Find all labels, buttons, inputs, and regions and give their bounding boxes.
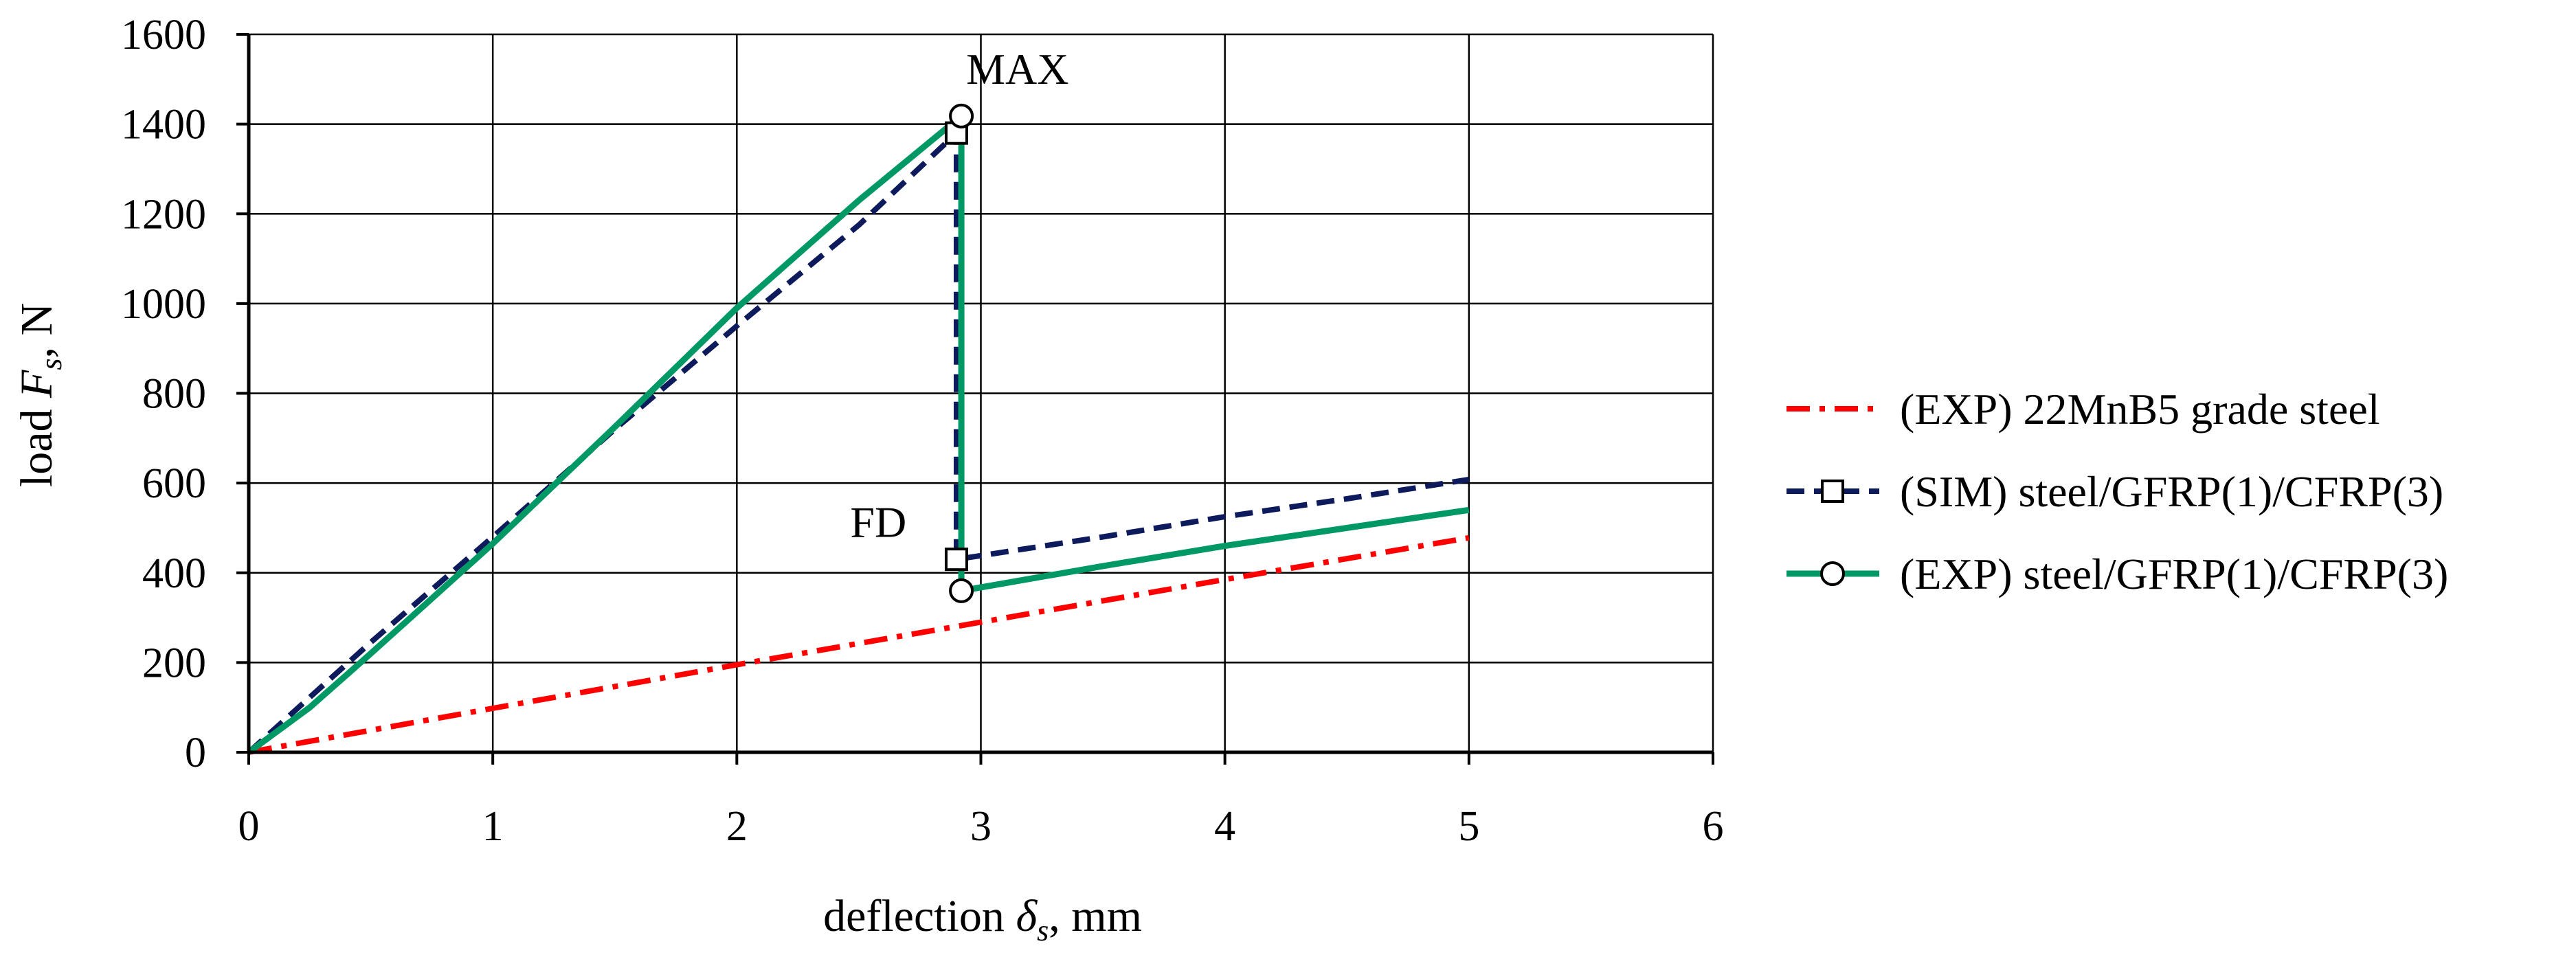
x-tick-label-3: 3 xyxy=(970,803,992,850)
x-tick-label-2: 2 xyxy=(726,803,748,850)
y-tick-label-400: 400 xyxy=(142,550,206,597)
y-axis-title-prefix: load xyxy=(12,398,62,487)
x-axis-title: deflection δs, mm xyxy=(823,891,1142,947)
annotation-fd: FD xyxy=(850,498,906,547)
series-line-1 xyxy=(248,534,1470,755)
y-tick-label-800: 800 xyxy=(142,371,206,418)
y-axis-title-suffix: , N xyxy=(12,303,62,359)
x-tick-label-1: 1 xyxy=(482,803,504,850)
series-3-marker-2 xyxy=(949,578,974,603)
y-axis-title: load Fs, N xyxy=(12,303,68,487)
legend-label-2: (SIM) steel/GFRP(1)/CFRP(3) xyxy=(1900,467,2443,516)
tick-labels: 0 200 400 600 800 1000 1200 1400 1600 0 1 2 3 4 5 6 xyxy=(121,12,1724,850)
y-axis-title-symbol: F xyxy=(12,370,62,398)
annotations: MAX FD xyxy=(850,45,1068,547)
y-tick-label-1600: 1600 xyxy=(121,12,206,58)
x-axis-title-subscript: s xyxy=(1037,914,1049,947)
grid xyxy=(249,33,1714,752)
legend-label-3: (EXP) steel/GFRP(1)/CFRP(3) xyxy=(1900,550,2448,598)
x-axis-title-symbol: δ xyxy=(1016,891,1038,941)
x-tick-label-6: 6 xyxy=(1703,803,1724,850)
legend-marker-2 xyxy=(1821,480,1844,503)
series-3-marker-1 xyxy=(949,103,974,128)
legend-marker-3 xyxy=(1820,561,1845,586)
y-tick-label-1000: 1000 xyxy=(121,281,206,328)
x-tick-label-0: 0 xyxy=(238,803,260,850)
legend-label-1: (EXP) 22MnB5 grade steel xyxy=(1900,385,2380,434)
annotation-max: MAX xyxy=(966,45,1068,93)
x-tick-label-5: 5 xyxy=(1458,803,1479,850)
series-line-2 xyxy=(247,130,1470,754)
legend: (EXP) 22MnB5 grade steel (SIM) steel/GFRP… xyxy=(1787,385,2448,598)
y-tick-label-600: 600 xyxy=(142,460,206,507)
axes xyxy=(236,33,1714,765)
y-tick-label-1400: 1400 xyxy=(121,102,206,148)
x-tick-label-4: 4 xyxy=(1214,803,1235,850)
x-axis-title-suffix: , mm xyxy=(1049,891,1142,941)
series-2-marker-2 xyxy=(944,548,968,572)
series-layer xyxy=(247,103,1470,755)
y-axis-title-subscript: s xyxy=(34,359,68,370)
series-line-3 xyxy=(247,113,1470,755)
y-tick-label-1200: 1200 xyxy=(121,191,206,238)
y-tick-label-200: 200 xyxy=(142,640,206,686)
x-axis-title-prefix: deflection xyxy=(823,891,1016,941)
y-tick-label-0: 0 xyxy=(185,730,206,776)
